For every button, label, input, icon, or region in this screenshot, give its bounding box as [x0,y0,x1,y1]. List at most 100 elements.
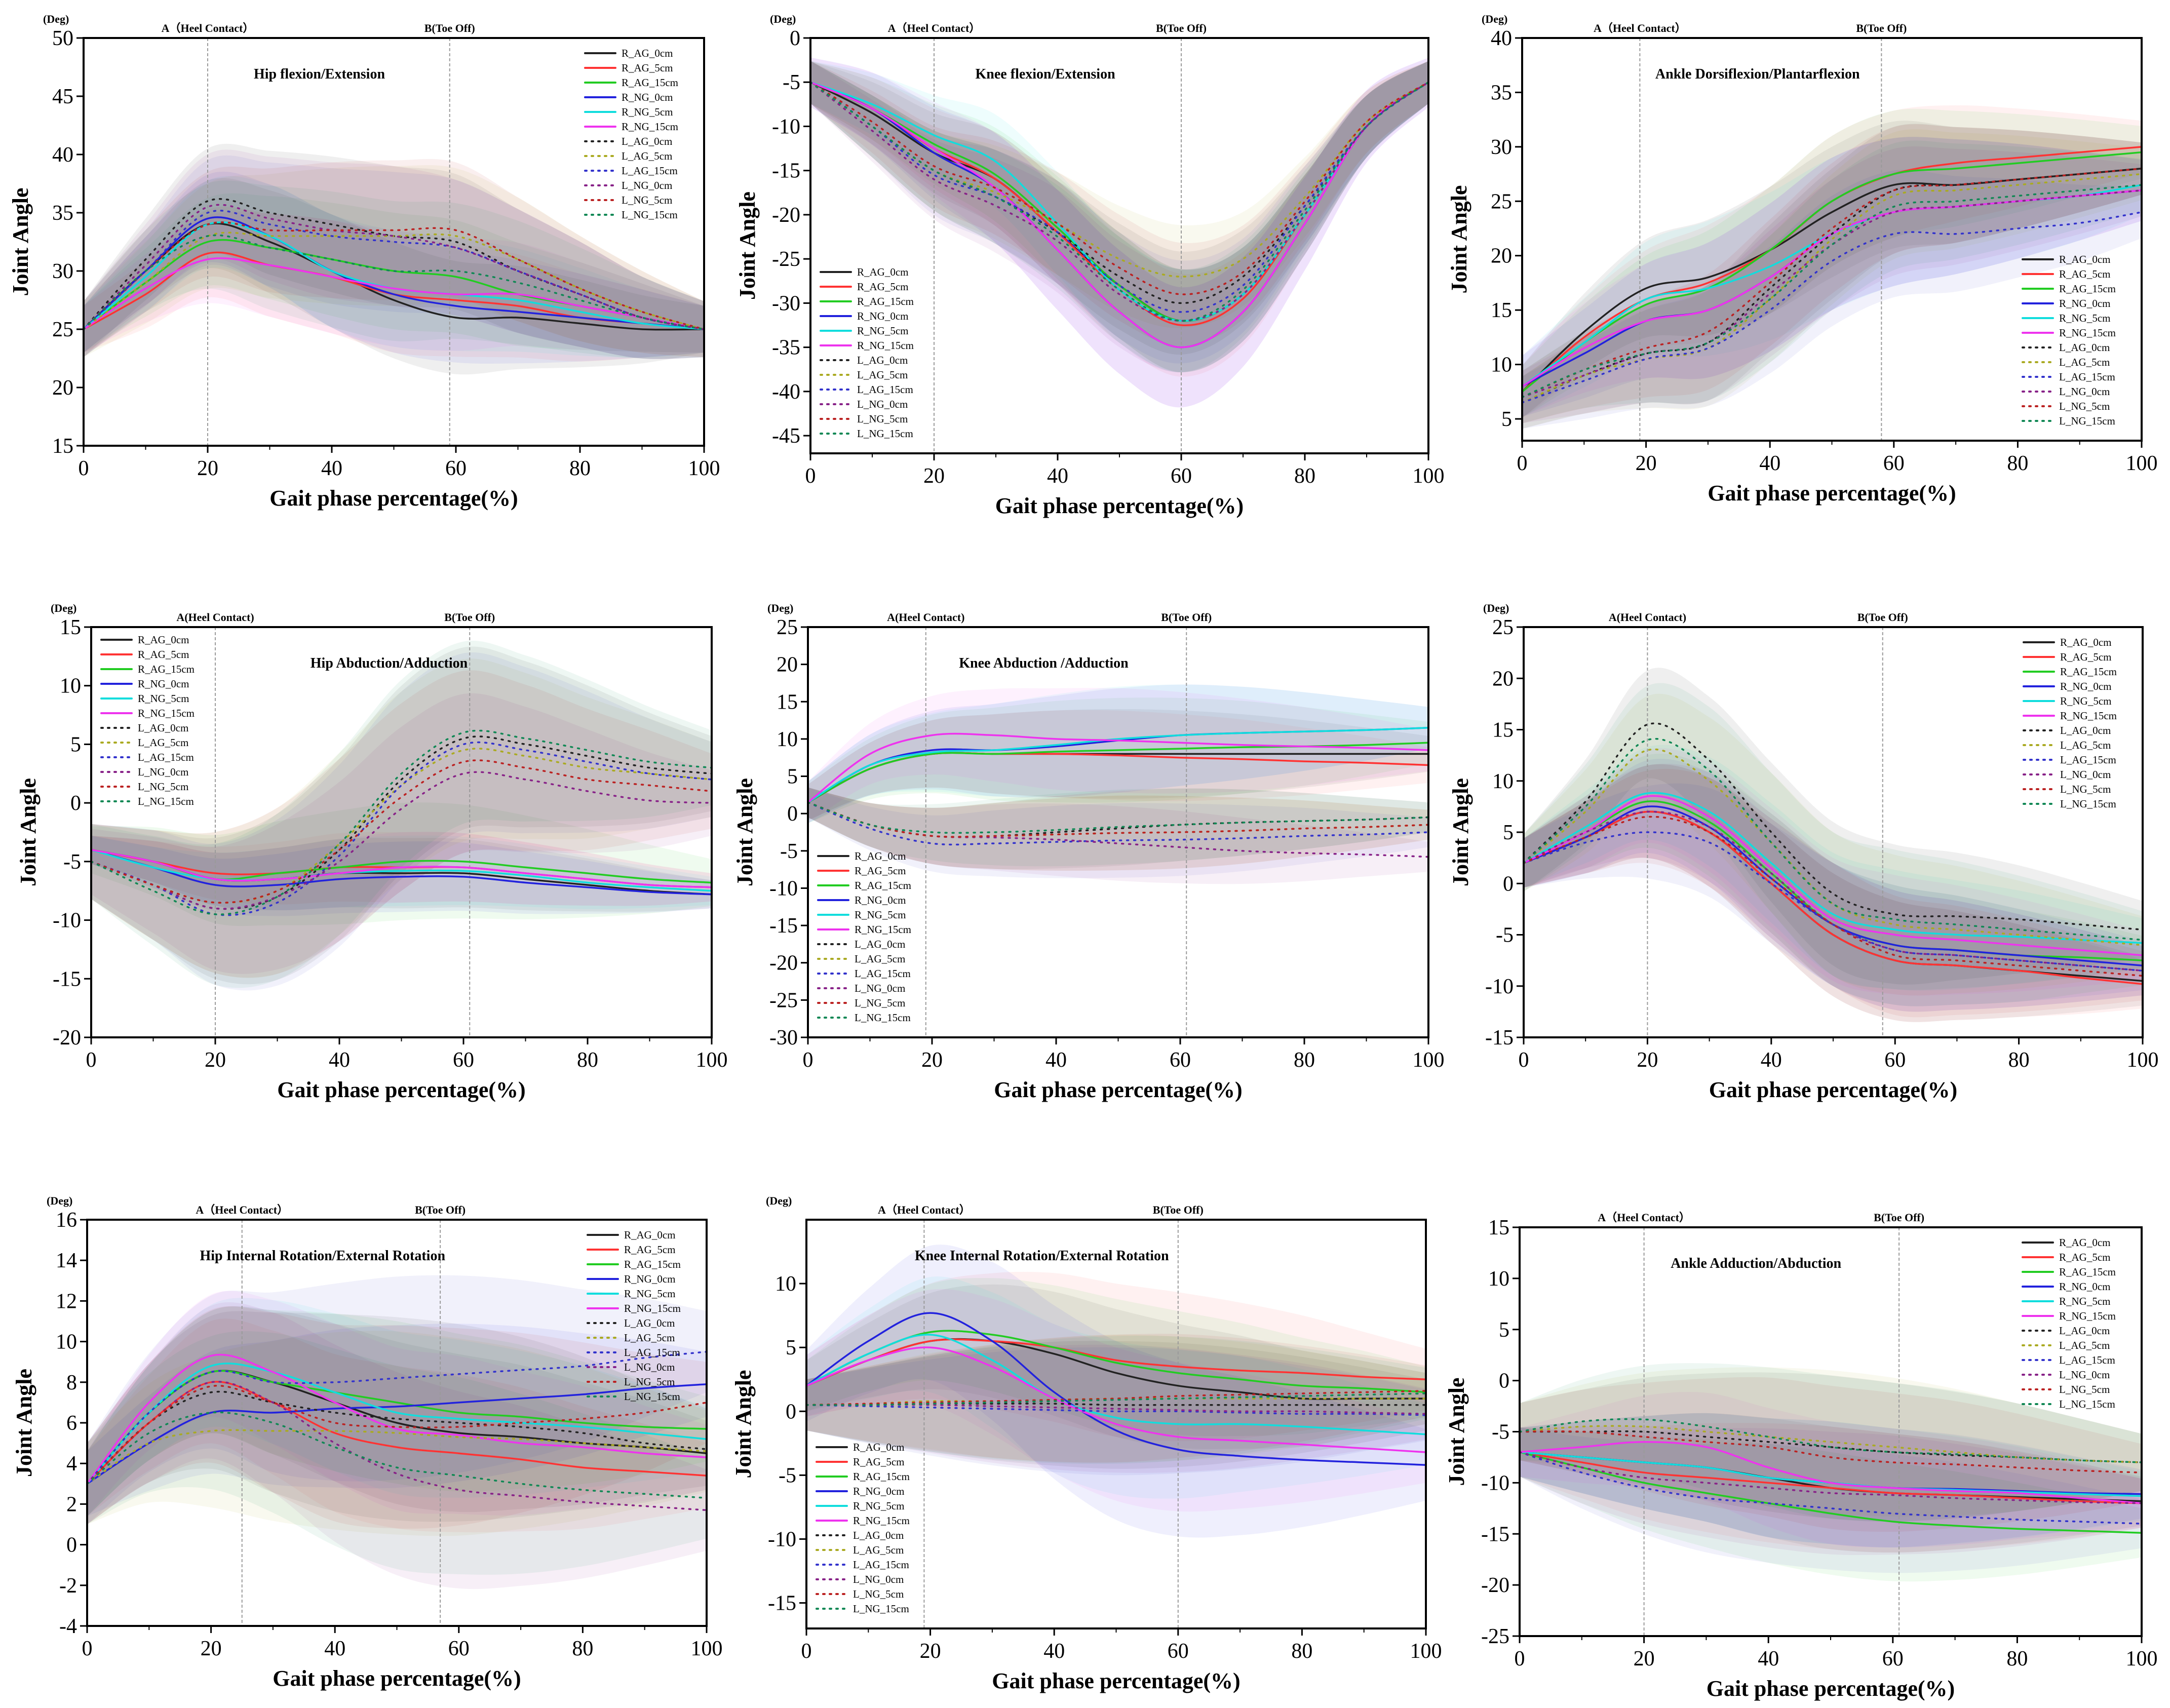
x-tick-label: 60 [448,1637,470,1660]
x-tick-label: 60 [453,1049,474,1072]
legend-label: R_AG_5cm [857,281,909,293]
x-tick-label: 100 [1413,1049,1445,1072]
series-L_NG_5cm [84,221,704,330]
legend-label: R_AG_0cm [2060,636,2112,648]
band-L_AG_5cm [808,787,1428,871]
series-R_NG_15cm [1520,1441,2142,1504]
y-tick-label: 0 [787,802,798,826]
band-L_AG_15cm [810,61,1428,364]
y-tick-label: 10 [777,728,798,751]
band-L_AG_0cm [1522,124,2142,429]
legend-label: R_AG_15cm [855,879,911,891]
x-tick-label: 20 [197,457,218,480]
legend-label: L_NG_15cm [622,209,678,221]
series-L_NG_0cm [84,204,704,330]
band-R_AG_0cm [84,178,704,375]
band-L_NG_15cm [810,61,1428,372]
legend-label: R_NG_15cm [622,121,678,133]
legend: R_AG_0cm R_AG_5cm R_AG_15cm R_NG_0cm R_NG_5c… [817,850,911,1024]
y-tick-label: -20 [53,1026,81,1050]
unit-label: (Deg) [770,13,796,25]
y-tick-label: 15 [52,435,73,458]
legend-label: L_AG_15cm [2059,371,2115,383]
toe-off-label: B(Toe Off) [1156,22,1207,34]
chart-title: Ankle Dorsiflexion/Plantarflexion [1655,66,1860,82]
legend-label: R_NG_15cm [2059,327,2116,339]
legend-label: R_AG_5cm [2059,1251,2111,1263]
series-L_AG_15cm [810,81,1428,313]
band-L_NG_5cm [1520,1377,2142,1532]
band-R_AG_5cm [810,61,1428,377]
legend-label: R_AG_0cm [2059,1236,2111,1249]
legend-label: L_NG_15cm [2060,798,2116,810]
chart-panel-9: 0 20 40 60 80 100 -25 -20 -15 -10 -5 0 5 10 15 Gait pha… [1444,1211,2158,1701]
band-L_AG_5cm [84,165,704,358]
legend: R_AG_0cm R_AG_5cm R_AG_15cm R_NG_0cm R_NG_5c… [2022,1236,2116,1410]
chart-panel-1: 0 20 40 60 80 100 15 20 25 30 35 40 45 50 Gait phase p… [8,13,720,511]
plot-area [1522,38,2142,441]
legend-label: L_AG_15cm [624,1346,680,1358]
y-tick-label: 30 [1491,136,1512,159]
y-tick-label: 15 [1491,299,1512,322]
series-R_AG_0cm [1522,168,2142,393]
series-L_NG_0cm [810,81,1428,322]
band-L_NG_5cm [808,787,1428,871]
legend-label: L_AG_15cm [2060,754,2116,766]
y-tick-label: -5 [783,71,800,94]
series-L_AG_5cm [87,1429,707,1485]
legend-label: R_NG_0cm [624,1273,676,1285]
legend-label: R_AG_15cm [2059,283,2116,295]
legend-label: L_NG_5cm [2059,400,2110,412]
x-tick-label: 40 [321,457,342,480]
band-L_NG_0cm [810,61,1428,373]
x-tick-label: 20 [201,1637,222,1660]
legend: R_AG_0cm R_AG_5cm R_AG_15cm R_NG_0cm R_NG_5c… [820,266,914,440]
y-tick-label: 0 [786,1400,796,1423]
series-L_NG_0cm [1522,189,2142,398]
x-tick-label: 0 [1519,1049,1529,1072]
band-L_NG_0cm [91,693,712,974]
band-R_NG_5cm [810,61,1428,372]
legend-label: L_NG_0cm [622,179,672,191]
series-R_NG_15cm [1524,795,2143,956]
x-tick-label: 100 [1413,464,1445,488]
series-R_AG_15cm [1522,151,2142,393]
y-tick-label: -5 [780,840,798,863]
series-L_NG_15cm [87,1411,707,1499]
y-tick-label: -30 [772,292,800,315]
y-tick-label: 10 [1492,770,1514,793]
y-tick-label: 45 [52,85,73,108]
unit-label: (Deg) [766,1194,792,1207]
legend-label: R_NG_0cm [622,91,673,103]
series-L_AG_5cm [1522,173,2142,404]
x-tick-label: 40 [1758,1647,1779,1671]
y-tick-label: 5 [1499,1318,1509,1342]
y-tick-label: 35 [52,202,73,225]
x-axis-title: Gait phase percentage(%) [273,1666,521,1691]
y-tick-label: 10 [56,1331,77,1354]
y-tick-label: 20 [777,653,798,677]
series-L_NG_5cm [91,759,712,904]
y-tick-label: 0 [790,27,800,50]
x-tick-label: 20 [923,464,945,488]
heel-contact-label: A（Heel Contact） [878,1204,971,1216]
y-tick-label: 16 [56,1209,77,1232]
legend-label: L_NG_5cm [2059,1383,2110,1395]
band-R_AG_15cm [1520,1427,2142,1582]
band-R_NG_15cm [84,211,704,353]
series-R_NG_15cm [808,732,1428,803]
y-tick-label: -2 [59,1574,77,1598]
legend-label: R_AG_5cm [622,62,673,74]
band-R_NG_15cm [1524,748,2143,996]
legend-label: L_NG_15cm [853,1603,909,1615]
series-R_NG_15cm [87,1353,707,1485]
series-L_NG_0cm [87,1381,707,1511]
band-L_NG_15cm [806,1336,1426,1464]
legend-label: L_NG_15cm [2059,1398,2115,1410]
series-L_NG_15cm [1520,1418,2142,1463]
plot-area [810,38,1428,453]
x-axis-title: Gait phase percentage(%) [992,1668,1240,1693]
band-R_AG_0cm [810,61,1428,372]
x-tick-label: 40 [1759,452,1780,475]
band-R_AG_0cm [808,709,1428,821]
